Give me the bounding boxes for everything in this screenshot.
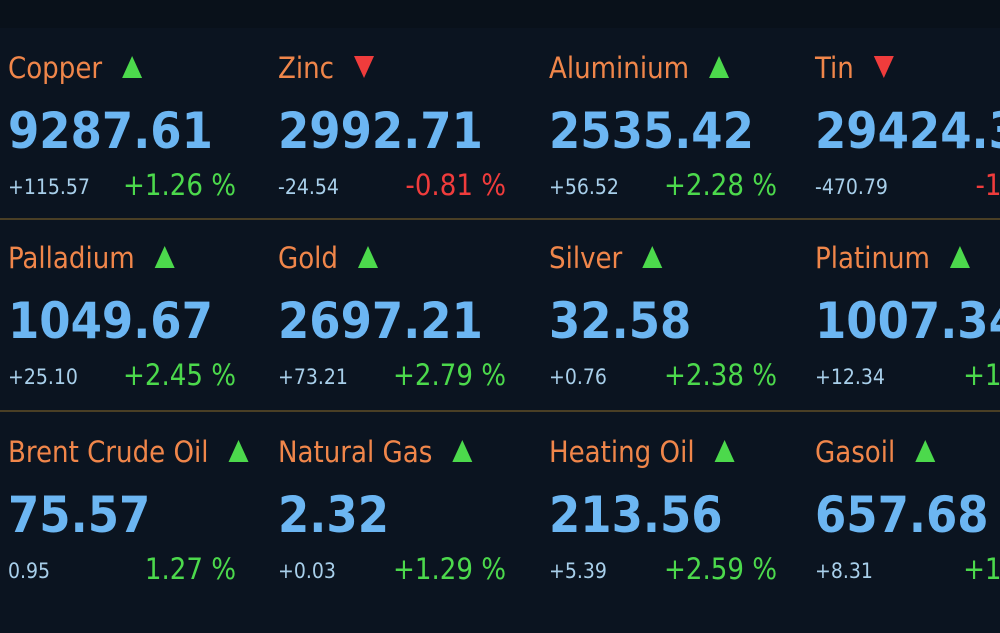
trend-arrow bbox=[709, 56, 730, 78]
percent-change: +1.26 % bbox=[123, 168, 236, 202]
commodity-name: Brent Crude Oil bbox=[8, 435, 209, 469]
percent-change: -1.57 bbox=[976, 168, 1000, 202]
change: 0.95 bbox=[8, 559, 50, 583]
change: +0.76 bbox=[549, 365, 607, 389]
change: +0.03 bbox=[278, 559, 336, 583]
change: -470.79 bbox=[815, 175, 888, 199]
commodity-name: Copper bbox=[8, 51, 102, 85]
change: +25.10 bbox=[8, 365, 78, 389]
commodity-name: Gasoil bbox=[815, 435, 895, 469]
commodity-name: Tin bbox=[814, 51, 854, 85]
percent-change: +1.24 bbox=[963, 358, 1000, 392]
trend-arrow bbox=[228, 440, 249, 462]
commodity-name: Silver bbox=[549, 241, 623, 275]
trend-arrow bbox=[354, 56, 375, 78]
percent-change: +2.28 % bbox=[664, 168, 777, 202]
top-strip bbox=[0, 0, 1000, 28]
percent-change: +1.28 bbox=[963, 552, 1000, 586]
change: +73.21 bbox=[278, 365, 348, 389]
percent-change: +2.79 % bbox=[393, 358, 506, 392]
price: 213.56 bbox=[549, 486, 723, 544]
commodity-name: Palladium bbox=[8, 241, 135, 275]
price: 1049.67 bbox=[8, 292, 213, 350]
trend-arrow bbox=[642, 246, 663, 268]
percent-change: +1.29 % bbox=[393, 552, 506, 586]
price: 2.32 bbox=[278, 486, 389, 544]
trend-arrow bbox=[915, 440, 936, 462]
change: +115.57 bbox=[8, 175, 90, 199]
percent-change: -0.81 % bbox=[405, 168, 506, 202]
price: 657.68 bbox=[815, 486, 989, 544]
percent-change: +2.38 % bbox=[664, 358, 777, 392]
percent-change: +2.45 % bbox=[123, 358, 236, 392]
price: 9287.61 bbox=[8, 102, 213, 160]
commodity-name: Gold bbox=[278, 241, 338, 275]
price: 2697.21 bbox=[278, 292, 483, 350]
price: 29424.3 bbox=[815, 102, 1000, 160]
trend-arrow bbox=[714, 440, 735, 462]
change: +56.52 bbox=[549, 175, 619, 199]
trend-arrow bbox=[949, 246, 970, 268]
change: -24.54 bbox=[278, 175, 339, 199]
trend-arrow bbox=[154, 246, 175, 268]
commodity-name: Natural Gas bbox=[278, 435, 432, 469]
price: 2535.42 bbox=[549, 102, 754, 160]
percent-change: 1.27 % bbox=[145, 552, 236, 586]
change: +5.39 bbox=[549, 559, 607, 583]
trend-arrow bbox=[452, 440, 473, 462]
price: 32.58 bbox=[549, 292, 691, 350]
change: +12.34 bbox=[815, 365, 885, 389]
change: +8.31 bbox=[815, 559, 873, 583]
commodity-name: Heating Oil bbox=[549, 435, 695, 469]
trend-arrow bbox=[358, 246, 378, 268]
commodity-name: Zinc bbox=[278, 51, 334, 85]
commodity-name: Platinum bbox=[815, 241, 930, 275]
price: 75.57 bbox=[8, 486, 150, 544]
trend-arrow bbox=[122, 56, 143, 78]
commodity-name: Aluminium bbox=[549, 51, 689, 85]
price: 1007.34 bbox=[815, 292, 1000, 350]
trend-arrow bbox=[873, 56, 894, 78]
price: 2992.71 bbox=[278, 102, 483, 160]
percent-change: +2.59 % bbox=[664, 552, 777, 586]
